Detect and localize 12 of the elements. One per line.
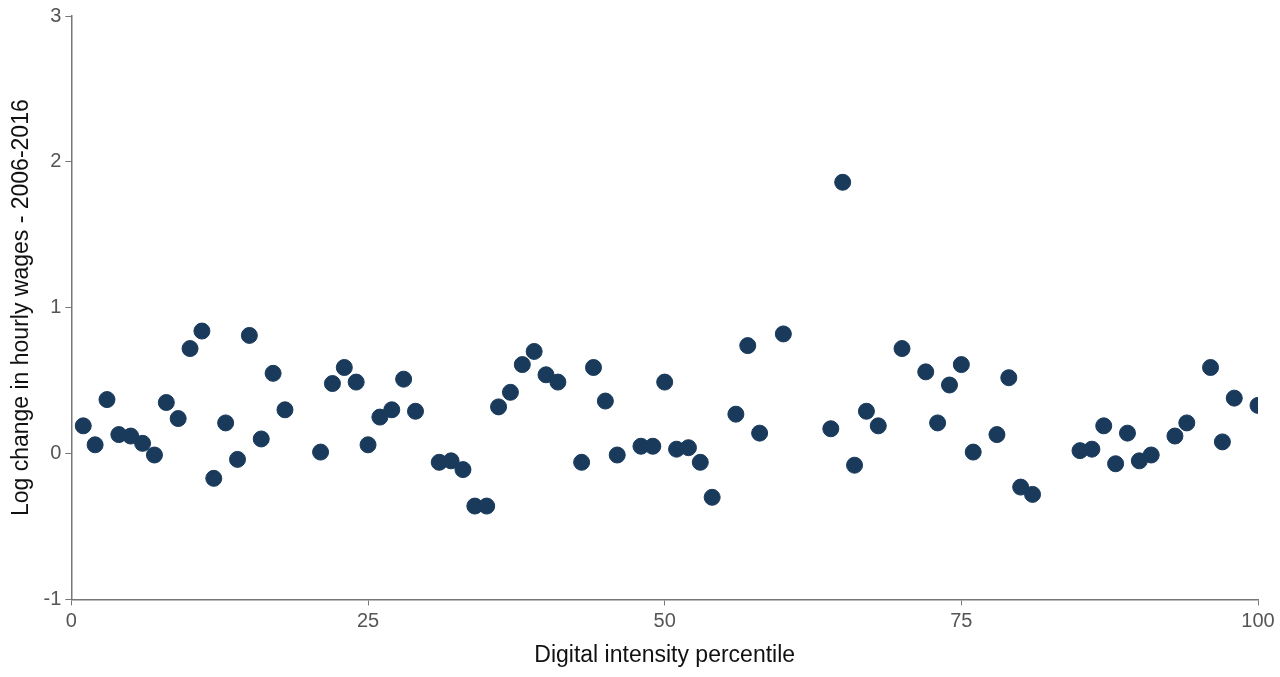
y-tick-label: -1 xyxy=(43,586,62,609)
y-tick-label: 2 xyxy=(50,149,62,172)
x-tick-label: 75 xyxy=(950,608,973,631)
x-tick-label: 50 xyxy=(653,608,676,631)
x-tick-label: 25 xyxy=(356,608,380,631)
y-axis-title: Log change in hourly wages - 2006-2016 xyxy=(7,99,34,517)
x-axis-title: Digital intensity percentile xyxy=(534,640,796,667)
y-tick-label: 0 xyxy=(50,441,62,464)
x-tick-label: 0 xyxy=(65,608,77,631)
y-tick-label: 1 xyxy=(50,295,62,318)
x-tick-label: 100 xyxy=(1241,608,1275,631)
y-tick-label: 3 xyxy=(50,3,62,26)
